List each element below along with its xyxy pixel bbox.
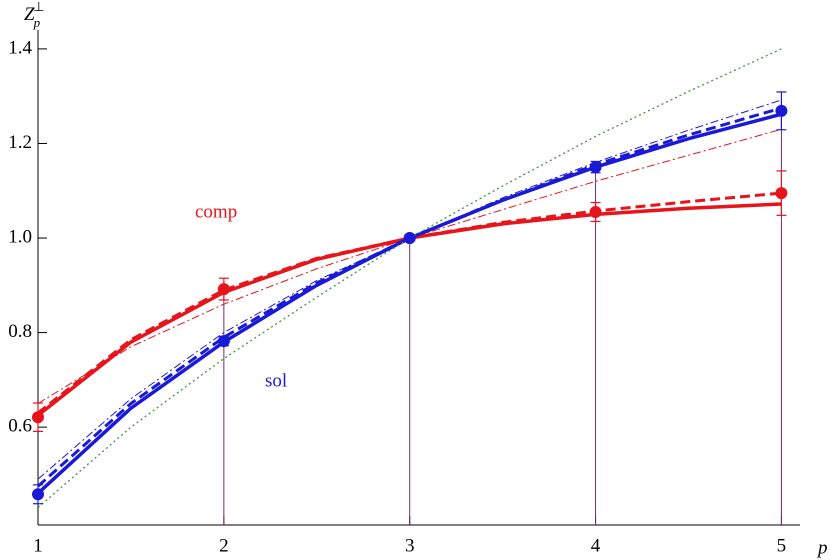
y-label-sup: ⊥ bbox=[33, 0, 44, 14]
x-tick-label: 5 bbox=[777, 535, 787, 556]
fit-curve bbox=[37, 99, 782, 480]
y-tick-label: 0.8 bbox=[8, 321, 32, 342]
x-axis-label: p bbox=[816, 537, 828, 558]
annotation: sol bbox=[265, 370, 287, 391]
data-point bbox=[589, 161, 602, 174]
fit-curve bbox=[37, 106, 782, 488]
x-tick-label: 3 bbox=[405, 535, 415, 556]
data-point bbox=[32, 411, 44, 424]
data-point bbox=[403, 232, 416, 245]
y-label-sub: p bbox=[33, 15, 41, 30]
y-label-base: Z bbox=[24, 4, 35, 25]
fit-curve bbox=[37, 191, 782, 415]
x-tick-label: 4 bbox=[591, 535, 601, 556]
y-tick-label: 1.4 bbox=[8, 37, 32, 58]
y-tick-label: 0.6 bbox=[8, 415, 32, 436]
fit-curve bbox=[37, 48, 782, 508]
y-tick-label: 1.0 bbox=[8, 226, 32, 247]
data-point bbox=[775, 104, 788, 117]
data-point bbox=[217, 283, 230, 296]
data-point bbox=[32, 488, 44, 501]
data-point bbox=[217, 335, 230, 348]
data-point bbox=[775, 187, 788, 200]
x-tick-label: 1 bbox=[33, 535, 43, 556]
y-axis-label: Zp⊥ bbox=[24, 0, 44, 30]
fit-curve bbox=[37, 128, 782, 404]
data-point bbox=[589, 206, 602, 219]
annotation: comp bbox=[195, 201, 237, 222]
x-tick-label: 2 bbox=[219, 535, 229, 556]
y-tick-label: 1.2 bbox=[8, 132, 32, 153]
